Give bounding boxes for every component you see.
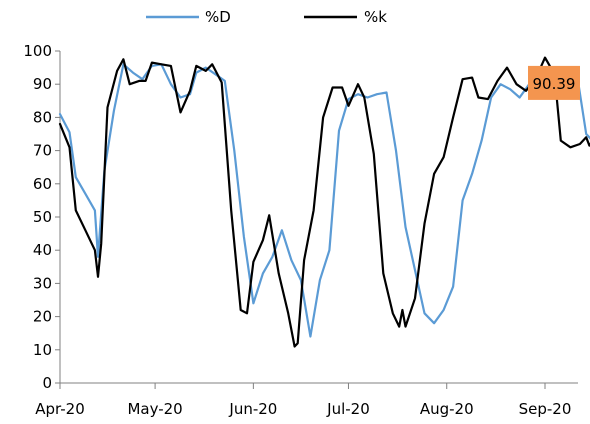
series-line-percent-d xyxy=(58,63,590,338)
x-tick-label: Sep-20 xyxy=(519,400,572,418)
legend-label: %k xyxy=(364,8,387,26)
series-line-percent-k xyxy=(58,56,590,348)
x-axis: Apr-20 May-20 Jun-20 Jul-20 Aug-20 Sep-20 xyxy=(35,382,578,418)
legend: %D %k xyxy=(146,8,387,26)
x-tick-label: May-20 xyxy=(127,400,182,418)
x-tick-label: Apr-20 xyxy=(35,400,85,418)
series-layer xyxy=(58,56,590,348)
value-callout: 90.39 xyxy=(528,65,580,100)
y-tick-label: 0 xyxy=(42,374,52,392)
callout-box xyxy=(528,65,580,100)
y-tick-label: 10 xyxy=(33,341,52,359)
y-tick-label: 20 xyxy=(33,308,52,326)
callout-value: 90.39 xyxy=(533,75,576,93)
x-tick-label: Aug-20 xyxy=(420,400,474,418)
y-axis: 0 10 20 30 40 50 60 70 80 90 100 xyxy=(23,42,61,392)
y-tick-label: 40 xyxy=(33,241,52,259)
y-tick-label: 90 xyxy=(33,75,52,93)
x-tick-label: Jul-20 xyxy=(326,400,370,418)
y-tick-label: 100 xyxy=(23,42,52,60)
y-tick-label: 50 xyxy=(33,208,52,226)
x-tick-label: Jun-20 xyxy=(228,400,277,418)
y-tick-label: 80 xyxy=(33,108,52,126)
y-tick-label: 30 xyxy=(33,274,52,292)
y-tick-label: 70 xyxy=(33,142,52,160)
y-tick-label: 60 xyxy=(33,175,52,193)
legend-label: %D xyxy=(205,8,231,26)
